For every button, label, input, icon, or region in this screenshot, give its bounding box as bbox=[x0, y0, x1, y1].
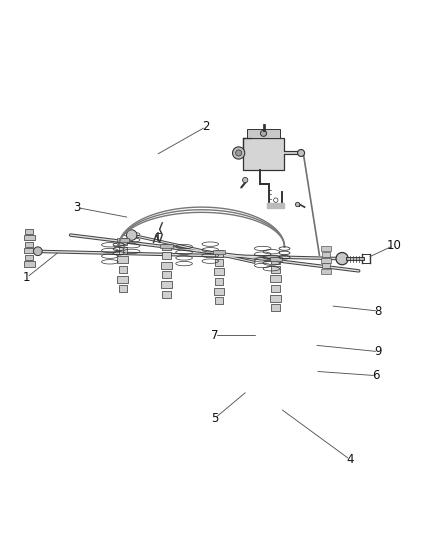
Bar bbox=[272, 257, 280, 264]
Bar bbox=[214, 288, 224, 295]
Bar bbox=[162, 252, 171, 259]
Bar bbox=[215, 259, 223, 266]
Bar bbox=[117, 256, 128, 263]
Bar bbox=[25, 241, 33, 247]
Bar bbox=[321, 246, 332, 251]
Text: 7: 7 bbox=[211, 329, 219, 342]
Text: 5: 5 bbox=[211, 412, 218, 425]
Circle shape bbox=[261, 130, 267, 136]
Bar bbox=[272, 304, 280, 311]
Bar bbox=[213, 250, 225, 254]
Bar bbox=[215, 297, 223, 304]
Bar bbox=[117, 276, 128, 282]
Bar bbox=[119, 238, 127, 245]
Circle shape bbox=[233, 147, 245, 159]
Bar bbox=[243, 138, 285, 171]
Bar bbox=[161, 281, 172, 288]
Bar bbox=[214, 268, 224, 276]
Bar bbox=[321, 258, 332, 263]
Bar bbox=[119, 266, 127, 273]
Text: 10: 10 bbox=[386, 239, 401, 252]
Text: 9: 9 bbox=[374, 345, 382, 358]
Bar bbox=[24, 235, 35, 240]
Text: 3: 3 bbox=[74, 201, 81, 214]
Bar bbox=[247, 129, 280, 138]
Circle shape bbox=[297, 149, 304, 157]
Bar bbox=[215, 278, 223, 285]
Bar bbox=[270, 276, 281, 282]
Circle shape bbox=[127, 230, 137, 240]
Bar bbox=[160, 244, 173, 248]
Bar bbox=[24, 248, 35, 253]
Circle shape bbox=[243, 177, 248, 183]
Bar bbox=[24, 261, 35, 266]
Bar bbox=[272, 266, 280, 273]
Bar bbox=[25, 229, 33, 234]
Circle shape bbox=[295, 203, 300, 207]
Circle shape bbox=[336, 253, 348, 265]
Text: 2: 2 bbox=[202, 120, 210, 133]
Bar bbox=[119, 247, 127, 254]
Bar bbox=[215, 250, 223, 257]
Text: 6: 6 bbox=[372, 369, 380, 382]
Bar bbox=[119, 285, 127, 292]
Bar bbox=[322, 252, 330, 257]
Bar bbox=[162, 271, 171, 278]
Circle shape bbox=[33, 247, 42, 256]
Bar bbox=[321, 269, 332, 274]
Bar bbox=[322, 263, 330, 268]
Bar bbox=[117, 238, 129, 243]
Bar bbox=[162, 290, 171, 297]
Text: 8: 8 bbox=[374, 304, 382, 318]
Circle shape bbox=[236, 150, 242, 156]
Text: 1: 1 bbox=[23, 271, 31, 284]
Bar bbox=[270, 257, 282, 261]
Bar bbox=[25, 255, 33, 260]
Circle shape bbox=[274, 198, 278, 203]
Polygon shape bbox=[267, 203, 285, 207]
Text: 4: 4 bbox=[346, 453, 354, 466]
Bar bbox=[161, 262, 172, 269]
Bar bbox=[270, 295, 281, 302]
Bar bbox=[272, 285, 280, 292]
Bar bbox=[162, 244, 171, 251]
